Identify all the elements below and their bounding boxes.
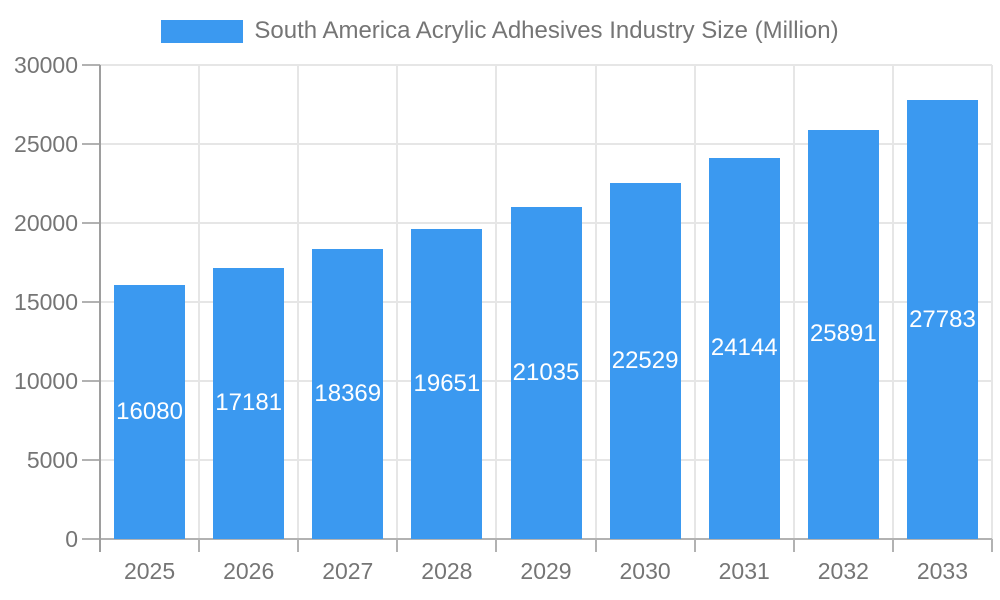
x-axis-tick (792, 539, 795, 552)
x-axis-tick (495, 539, 498, 552)
x-axis-label: 2027 (322, 558, 374, 584)
legend-swatch (161, 19, 244, 43)
x-axis-tick (891, 539, 894, 552)
x-axis-label: 2032 (817, 558, 869, 584)
x-axis-label: 2031 (718, 558, 770, 584)
bar-value-label: 27783 (909, 305, 976, 333)
bar (807, 129, 879, 539)
x-axis-label: 2029 (520, 558, 572, 584)
x-axis-label: 2028 (421, 558, 473, 584)
legend: South America Acrylic Adhesives Industry… (0, 14, 1000, 48)
y-axis-label: 20000 (14, 210, 78, 236)
vertical-gridline (792, 65, 795, 539)
vertical-gridline (891, 65, 894, 539)
y-axis-tick (82, 143, 100, 145)
x-axis-label: 2030 (619, 558, 671, 584)
bar (906, 100, 978, 539)
y-axis-label: 30000 (14, 52, 78, 78)
vertical-gridline (297, 65, 300, 539)
x-axis-tick (693, 539, 696, 552)
y-axis-tick (82, 538, 100, 540)
bar-value-label: 19651 (413, 369, 481, 397)
y-axis-label: 25000 (14, 131, 78, 157)
bar-value-label: 18369 (314, 379, 382, 407)
vertical-gridline (198, 65, 201, 539)
bar (411, 228, 483, 539)
bar-value-label: 22529 (611, 347, 679, 375)
x-axis-label: 2033 (916, 558, 969, 584)
vertical-gridline (693, 65, 696, 539)
x-axis-tick (198, 539, 201, 552)
bar (114, 284, 186, 539)
y-axis-tick (82, 222, 100, 224)
y-axis-tick (82, 301, 100, 303)
x-axis-tick (594, 539, 597, 552)
y-axis-tick (82, 380, 100, 382)
y-axis-label: 5000 (26, 447, 78, 473)
bar-value-label: 25891 (809, 320, 877, 348)
y-axis-label: 10000 (14, 368, 78, 394)
y-axis-tick (82, 459, 100, 461)
bar-value-label: 24144 (710, 334, 778, 362)
x-axis-baseline (100, 538, 992, 540)
vertical-gridline (495, 65, 498, 539)
x-axis-tick (991, 539, 993, 552)
x-axis-tick (396, 539, 399, 552)
bar-value-label: 17181 (215, 389, 283, 417)
vertical-gridline (991, 65, 993, 539)
bar (312, 248, 384, 539)
horizontal-gridline (100, 143, 992, 145)
y-axis-tick (82, 64, 100, 66)
vertical-gridline (594, 65, 597, 539)
x-axis-label: 2026 (223, 558, 275, 584)
chart-title: South America Acrylic Adhesives Industry… (254, 17, 839, 44)
bar-value-label: 21035 (512, 358, 580, 386)
horizontal-gridline (100, 64, 992, 66)
bar-value-label: 16080 (116, 397, 183, 425)
bar (510, 206, 582, 539)
bar (708, 157, 780, 539)
bar (213, 267, 285, 539)
y-axis-label: 0 (65, 526, 78, 552)
bar (609, 183, 681, 539)
vertical-gridline (396, 65, 399, 539)
x-axis-tick (297, 539, 300, 552)
x-axis-label: 2025 (123, 558, 176, 584)
y-axis-line (99, 65, 101, 552)
y-axis-label: 15000 (14, 289, 78, 315)
